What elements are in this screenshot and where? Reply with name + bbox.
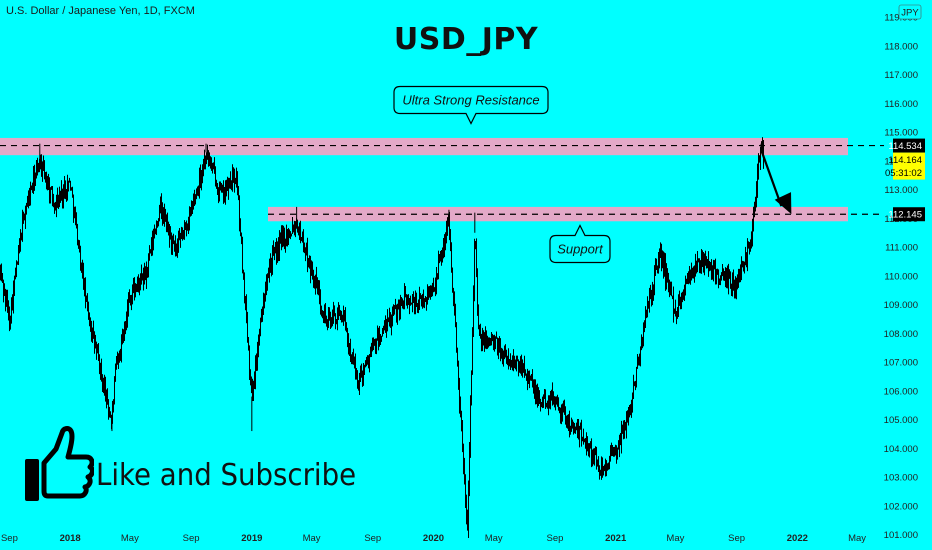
x-tick-label: Sep (546, 533, 563, 544)
chart-title: USD_JPY (393, 22, 539, 57)
current-price-tag-bg (893, 152, 925, 167)
y-tick-label: 113.000 (884, 185, 918, 196)
candles (0, 137, 764, 539)
resistance-callout-text: Ultra Strong Resistance (402, 93, 539, 108)
support-price-tag: 112.145 (888, 210, 922, 221)
y-tick-label: 105.000 (884, 415, 918, 426)
y-tick-label: 111.000 (885, 243, 918, 254)
x-tick-label: 2018 (60, 533, 81, 544)
forecast-arrow-head (774, 192, 792, 215)
like-subscribe-label: Like and Subscribe (96, 458, 357, 493)
y-tick-label: 109.000 (884, 300, 918, 311)
x-tick-label: May (485, 533, 503, 544)
y-tick-label: 104.000 (884, 444, 918, 455)
x-tick-label: Sep (364, 533, 381, 544)
y-tick-label: 115.000 (884, 128, 918, 139)
current-price-tag: 114.164 (888, 155, 922, 166)
forecast-arrow-line (759, 149, 783, 207)
resistance-price-tag: 114.534 (888, 141, 922, 152)
y-tick-label: 118.000 (884, 41, 918, 52)
x-tick-label: May (848, 533, 866, 544)
x-tick-label: May (666, 533, 684, 544)
currency-label: JPY (901, 8, 919, 19)
y-tick-label: 108.000 (884, 329, 918, 340)
y-tick-label: 106.000 (884, 386, 918, 397)
countdown-tag: 05:31:02 (885, 168, 922, 179)
y-tick-label: 101.000 (884, 530, 918, 541)
currency-box (898, 4, 922, 20)
y-tick-label: 102.000 (884, 501, 918, 512)
resistance-price-tag-bg (893, 138, 925, 153)
y-tick-label: 107.000 (884, 358, 918, 369)
resistance-callout: Ultra Strong Resistance (393, 85, 549, 125)
symbol-description: U.S. Dollar / Japanese Yen, 1D, FXCM (6, 5, 195, 17)
support-price-tag-bg (893, 207, 925, 222)
resistance-callout-box (393, 85, 549, 125)
x-tick-label: 2020 (423, 533, 444, 544)
x-tick-label: May (303, 533, 321, 544)
y-tick-label: 103.000 (884, 473, 918, 484)
x-tick-label: Sep (1, 533, 18, 544)
y-tick-label: 116.000 (884, 99, 918, 110)
x-tick-label: 2019 (241, 533, 262, 544)
x-tick-label: May (121, 533, 139, 544)
support-callout: Support (549, 224, 611, 264)
price-axis: 119.000118.000117.000116.000115.000114.0… (884, 4, 925, 541)
y-tick-label: 117.000 (884, 70, 918, 81)
zone-resistance (0, 137, 848, 156)
x-tick-label: 2022 (787, 533, 808, 544)
countdown-tag-bg (893, 165, 925, 180)
support-callout-box (549, 224, 611, 264)
x-tick-label: Sep (728, 533, 745, 544)
time-axis: Sep 2018 May Sep 2019 May Sep 2020 May Sep 2021 May… (1, 533, 866, 544)
thumbs-up-icon (25, 426, 94, 501)
x-tick-label: Sep (183, 533, 200, 544)
x-tick-label: 2021 (605, 533, 627, 544)
y-tick-label: 110.000 (884, 271, 918, 282)
support-callout-text: Support (557, 242, 604, 257)
